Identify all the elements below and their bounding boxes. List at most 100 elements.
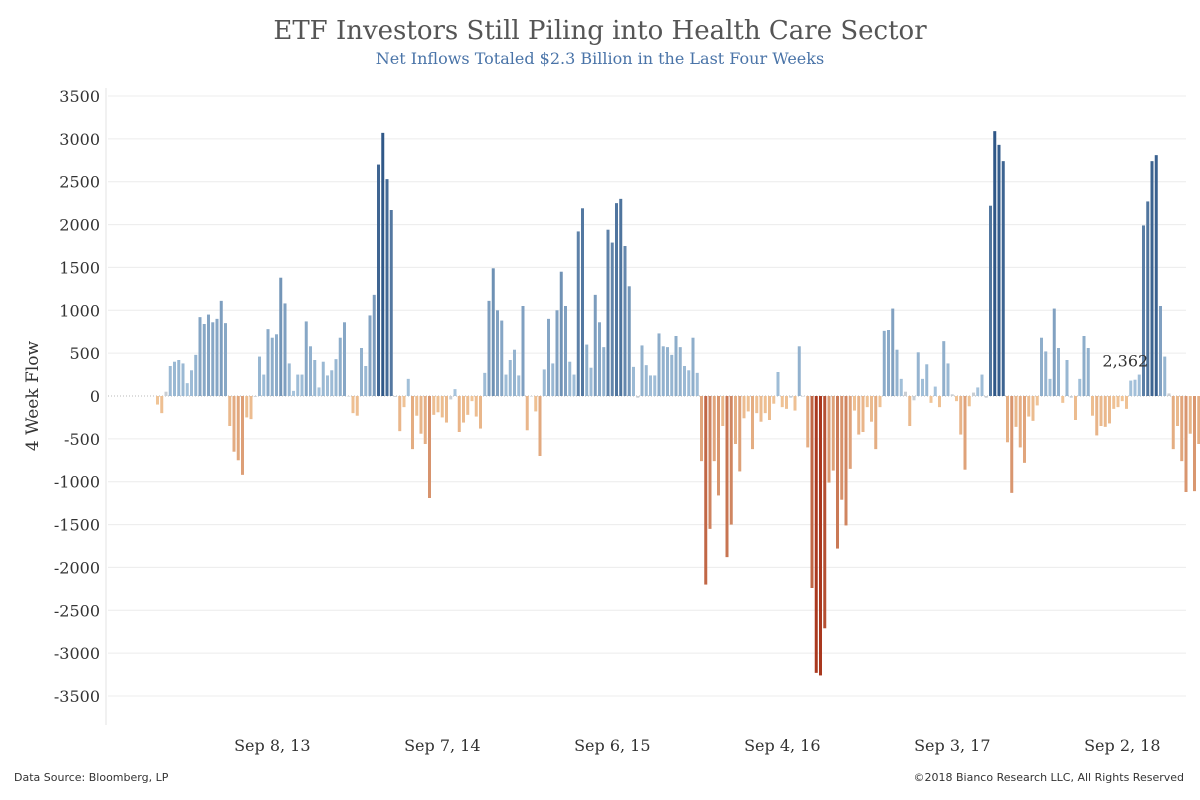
bar xyxy=(1057,348,1060,396)
bar xyxy=(219,300,223,396)
bar xyxy=(1163,356,1167,396)
bar xyxy=(695,372,699,396)
bar xyxy=(891,308,895,396)
bar xyxy=(372,294,376,396)
bar xyxy=(1074,396,1077,420)
bar xyxy=(836,396,839,549)
bar xyxy=(585,344,589,396)
bar xyxy=(1061,396,1065,403)
bar xyxy=(882,330,886,396)
bar xyxy=(534,396,538,412)
bar xyxy=(202,324,206,396)
bar xyxy=(848,396,852,469)
bar xyxy=(160,396,164,414)
bar xyxy=(1184,396,1188,492)
bar xyxy=(440,396,444,418)
bar xyxy=(1027,396,1031,417)
bar xyxy=(823,396,827,629)
bar xyxy=(1078,378,1082,396)
bar xyxy=(538,396,542,456)
bar xyxy=(326,375,329,396)
bar xyxy=(236,396,240,461)
x-tick-label: Sep 2, 18 xyxy=(1084,736,1160,755)
bar xyxy=(1180,396,1184,462)
chart-subtitle: Net Inflows Totaled $2.3 Billion in the … xyxy=(375,49,825,68)
bar xyxy=(249,396,253,420)
bar xyxy=(598,322,601,396)
bar xyxy=(479,396,482,429)
bar xyxy=(360,348,363,396)
bar xyxy=(555,310,559,396)
bar xyxy=(657,333,661,396)
bar xyxy=(568,361,572,396)
bar xyxy=(287,363,291,396)
bar xyxy=(670,354,674,396)
bar xyxy=(1142,225,1145,396)
bar xyxy=(207,314,210,396)
bar xyxy=(636,396,640,398)
bar xyxy=(156,396,159,405)
bar xyxy=(224,323,227,396)
bar xyxy=(1129,380,1133,396)
bar xyxy=(1099,396,1103,426)
bar xyxy=(241,396,244,475)
bar xyxy=(1171,396,1175,450)
bar xyxy=(330,370,334,396)
x-tick-label: Sep 6, 15 xyxy=(574,736,650,755)
bar xyxy=(1176,396,1179,426)
bar xyxy=(338,337,342,396)
bar xyxy=(513,349,516,396)
bar xyxy=(317,387,321,396)
bar xyxy=(933,386,937,396)
bar xyxy=(406,378,410,396)
bar xyxy=(967,396,971,407)
bar xyxy=(351,396,355,414)
x-tick-label: Sep 3, 17 xyxy=(914,736,990,755)
bar xyxy=(870,396,873,422)
bar xyxy=(419,396,423,434)
bar xyxy=(521,306,525,396)
bar xyxy=(483,372,487,396)
bar xyxy=(793,396,797,411)
bar xyxy=(491,268,495,396)
bar xyxy=(721,396,725,426)
bar xyxy=(355,396,359,416)
bar xyxy=(840,396,844,500)
data-source-note: Data Source: Bloomberg, LP xyxy=(14,771,169,784)
bar xyxy=(946,363,950,396)
bar xyxy=(759,396,763,422)
bar xyxy=(551,363,555,396)
y-tick-label: -2500 xyxy=(54,601,100,620)
copyright-note: ©2018 Bianco Research LLC, All Rights Re… xyxy=(913,771,1185,784)
bar xyxy=(181,363,185,396)
bar xyxy=(453,389,457,396)
bar xyxy=(253,396,257,397)
bar xyxy=(865,396,869,408)
bar xyxy=(1069,396,1073,398)
bar xyxy=(980,374,984,396)
x-tick-label: Sep 4, 16 xyxy=(744,736,820,755)
bar xyxy=(874,396,878,450)
bar xyxy=(283,303,287,396)
bar xyxy=(411,396,414,450)
bar xyxy=(644,365,648,396)
bar xyxy=(1167,393,1171,396)
bar xyxy=(789,396,793,398)
bar xyxy=(581,208,584,396)
bar xyxy=(474,396,478,417)
bar xyxy=(742,396,746,419)
bar xyxy=(785,396,788,409)
bar xyxy=(190,370,193,396)
bar xyxy=(602,347,606,396)
bar xyxy=(300,374,304,396)
bar xyxy=(262,374,266,396)
bar xyxy=(674,336,678,396)
bar xyxy=(313,360,317,396)
bar xyxy=(1014,396,1018,427)
bar xyxy=(632,366,635,396)
bar xyxy=(853,396,856,411)
bar xyxy=(292,390,295,396)
bar xyxy=(173,361,176,396)
bar xyxy=(942,341,946,396)
bar xyxy=(381,132,385,397)
